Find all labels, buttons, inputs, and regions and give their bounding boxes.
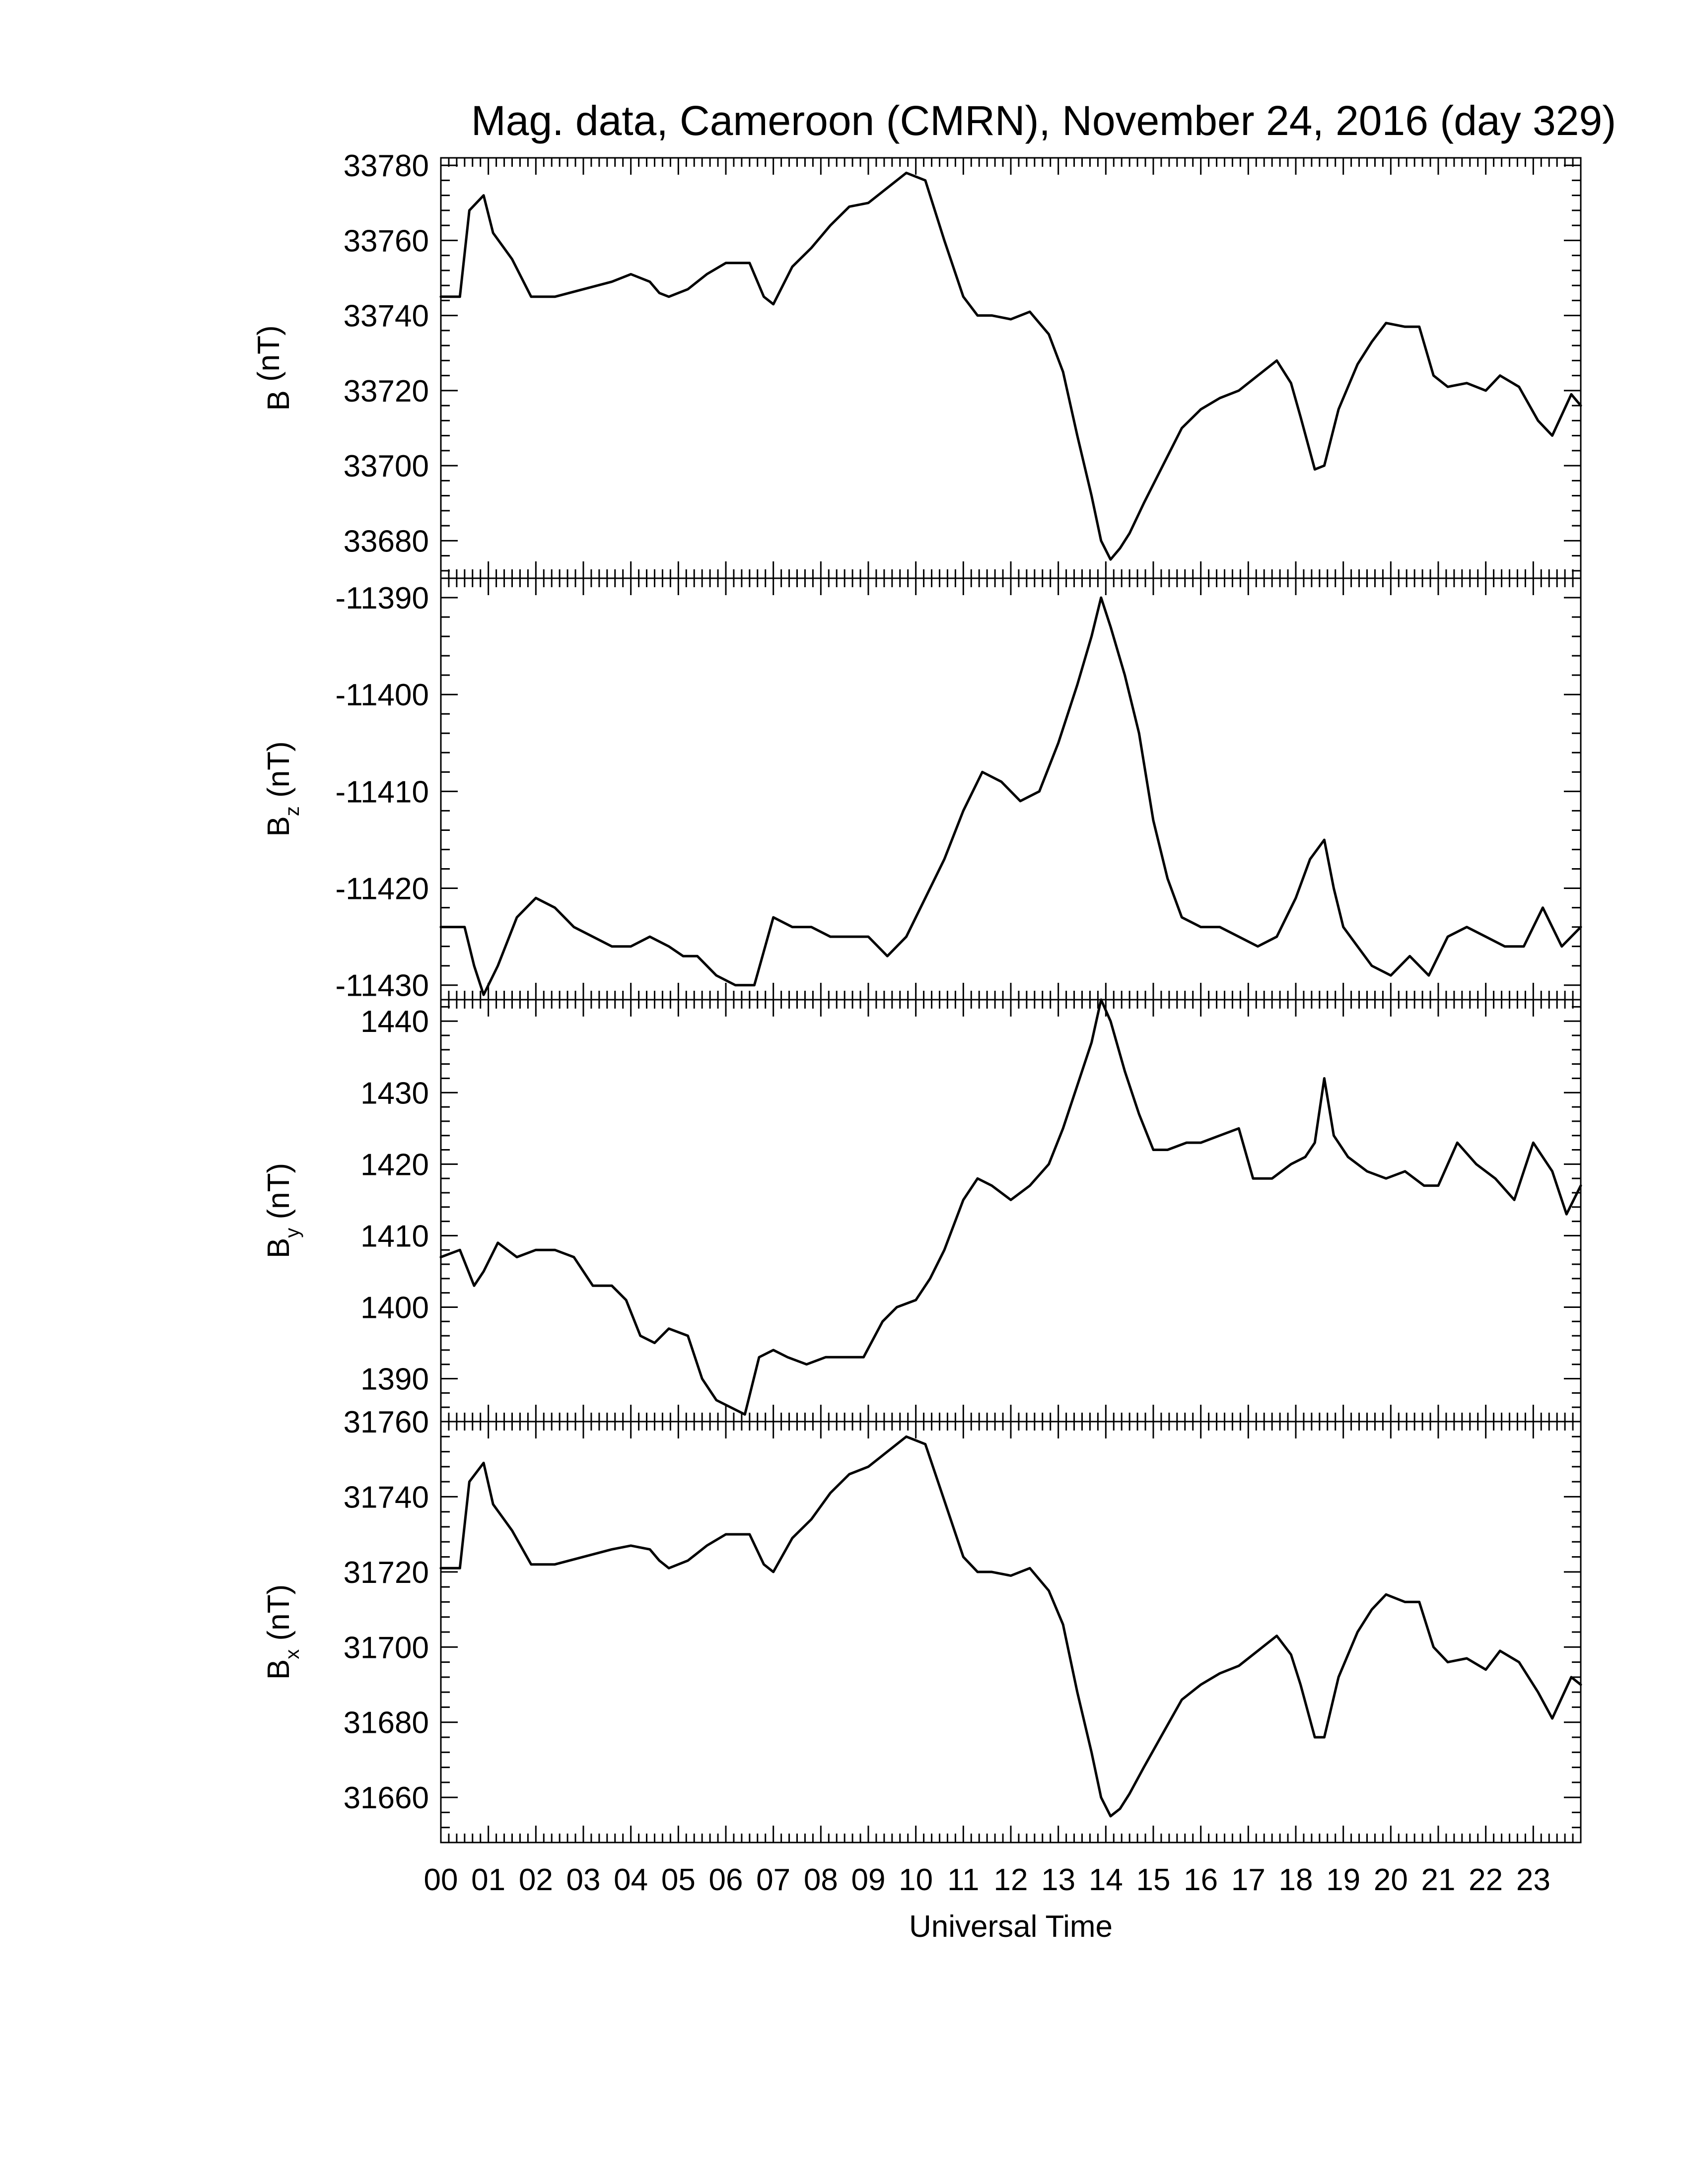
y-tick-label: 33680 <box>344 524 429 558</box>
x-tick-label: 06 <box>709 1863 743 1897</box>
x-tick-label: 12 <box>994 1863 1028 1897</box>
tick-group <box>440 1421 1582 1843</box>
x-tick-label: 10 <box>899 1863 933 1897</box>
x-tick-label: 07 <box>756 1863 790 1897</box>
y-tick-label: -11430 <box>336 969 429 1003</box>
tick-group <box>440 1000 1582 1423</box>
y-tick-label: 33740 <box>344 299 429 334</box>
y-axis-label-unit: (nT) <box>262 1584 296 1649</box>
series-line <box>439 171 1582 561</box>
x-tick-label: 11 <box>947 1863 979 1897</box>
x-tick-label: 00 <box>424 1863 458 1897</box>
y-tick-label: 31700 <box>344 1631 429 1665</box>
y-axis-label: Bz (nT) <box>262 741 303 836</box>
x-tick-label: 04 <box>614 1863 648 1897</box>
y-tick-label: 1410 <box>360 1219 429 1253</box>
y-tick-label: 31660 <box>344 1781 429 1815</box>
y-axis-label: B (nT) <box>252 325 296 410</box>
tick-group <box>440 577 1582 1000</box>
y-tick-labels: 33680 33700 33720 33740 33760 33780 <box>344 149 429 558</box>
x-axis-label: Universal Time <box>909 1910 1113 1944</box>
plot-frame <box>440 999 1582 1423</box>
y-tick-label: 31720 <box>344 1556 429 1590</box>
y-axis-label-main: B <box>262 1238 296 1258</box>
x-tick-label: 05 <box>661 1863 696 1897</box>
x-tick-label: 03 <box>566 1863 601 1897</box>
x-tick-label: 02 <box>519 1863 553 1897</box>
x-tick-label: 15 <box>1136 1863 1171 1897</box>
y-tick-label: 1400 <box>360 1291 429 1325</box>
y-axis-label: By (nT) <box>262 1163 303 1258</box>
x-tick-label: 09 <box>851 1863 886 1897</box>
x-tick-label: 16 <box>1184 1863 1218 1897</box>
x-tick-label: 13 <box>1041 1863 1075 1897</box>
x-tick-label: 19 <box>1326 1863 1360 1897</box>
y-tick-label: -11420 <box>336 872 429 906</box>
y-axis-label-main: B <box>262 816 296 836</box>
y-tick-labels: 31660 31680 31700 31720 31740 31760 <box>344 1405 429 1815</box>
x-tick-label: 21 <box>1421 1863 1456 1897</box>
y-axis-label-subscript: x <box>281 1649 303 1659</box>
y-tick-label: 31760 <box>344 1405 429 1439</box>
plot-frame <box>440 1421 1582 1843</box>
series-line <box>439 596 1582 996</box>
y-axis-label-main: B <box>262 1659 296 1680</box>
panel-by: By (nT) 1390 1400 1410 1420 1430 1440 <box>262 998 1582 1423</box>
x-tick-label: 20 <box>1374 1863 1408 1897</box>
tick-group <box>440 158 1582 578</box>
x-tick-label: 01 <box>471 1863 505 1897</box>
x-tick-label: 08 <box>804 1863 838 1897</box>
y-axis-label-main: B <box>262 390 296 410</box>
panel-bx: Bx (nT) 31660 31680 31700 31720 31740 31760 <box>262 1405 1582 1843</box>
panel-b-total: B (nT) 33680 33700 33720 33740 33760 33780 <box>252 149 1582 579</box>
series-line <box>439 1435 1582 1818</box>
x-tick-label: 17 <box>1231 1863 1266 1897</box>
y-tick-label: 31740 <box>344 1480 429 1514</box>
y-tick-label: 1390 <box>360 1363 429 1397</box>
y-tick-label: 31680 <box>344 1706 429 1740</box>
chart-title: Mag. data, Cameroon (CMRN), November 24,… <box>471 97 1616 144</box>
x-tick-label: 18 <box>1279 1863 1313 1897</box>
y-tick-label: 33700 <box>344 449 429 483</box>
y-axis-label-unit: (nT) <box>262 1163 296 1228</box>
y-tick-label: 1440 <box>360 1005 429 1039</box>
plot-frame <box>440 577 1582 1001</box>
y-axis-label-subscript: y <box>281 1228 303 1238</box>
y-axis-label-unit: (nT) <box>262 741 296 806</box>
y-axis-label-subscript: z <box>281 806 303 816</box>
y-tick-label: 1430 <box>360 1076 429 1110</box>
y-tick-label: 33780 <box>344 149 429 183</box>
y-tick-label: -11400 <box>336 678 429 712</box>
y-tick-label: 33760 <box>344 224 429 258</box>
series-line <box>439 998 1582 1416</box>
panel-bz: Bz (nT) -11430 -11420 -11410 -11400 -11390 <box>262 577 1582 1003</box>
x-tick-label: 14 <box>1089 1863 1123 1897</box>
x-tick-label: 22 <box>1469 1863 1503 1897</box>
y-tick-label: 33720 <box>344 374 429 409</box>
x-tick-labels: 00 01 02 03 04 05 06 07 08 09 10 11 12 13 14 15 16 17 18 19… <box>424 1863 1550 1897</box>
x-tick-label: 23 <box>1516 1863 1550 1897</box>
y-tick-labels: -11430 -11420 -11410 -11400 -11390 <box>336 581 429 1003</box>
y-axis-label-unit: (nT) <box>252 325 286 390</box>
y-axis-label: Bx (nT) <box>262 1584 303 1680</box>
y-tick-label: -11390 <box>336 581 429 615</box>
y-tick-label: -11410 <box>336 775 429 809</box>
y-tick-label: 1420 <box>360 1148 429 1182</box>
plot-frame <box>440 157 1582 579</box>
y-tick-labels: 1390 1400 1410 1420 1430 1440 <box>360 1005 429 1396</box>
